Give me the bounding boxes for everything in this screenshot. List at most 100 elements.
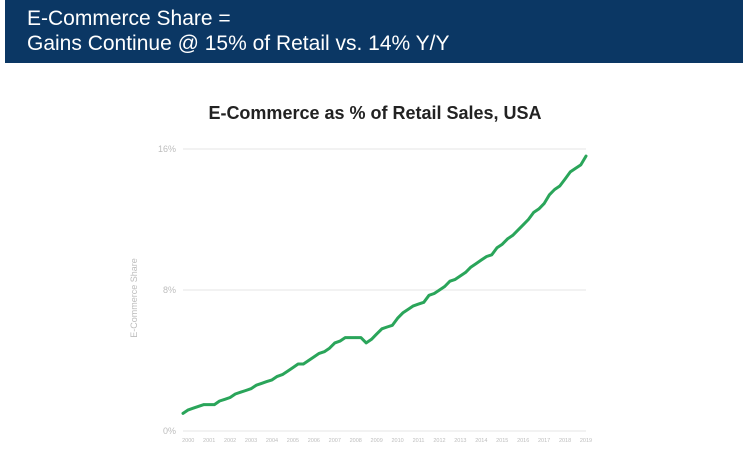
data-point <box>464 271 467 274</box>
data-point <box>307 359 310 362</box>
x-tick-label: 2013 <box>454 438 466 444</box>
data-point <box>338 339 342 343</box>
data-point <box>516 228 520 232</box>
data-point <box>438 288 441 292</box>
data-point <box>317 352 321 355</box>
x-tick-label: 2006 <box>308 438 320 444</box>
x-axis-ticks: 2000 2001 2002 2003 2004 2005 2006 2007 2008 2009… <box>182 438 592 444</box>
data-point <box>281 373 284 376</box>
data-point <box>234 392 237 396</box>
x-tick-label: 2015 <box>496 438 508 444</box>
data-point <box>391 324 394 327</box>
data-point <box>354 336 357 339</box>
data-point <box>563 177 567 181</box>
data-point <box>485 255 488 258</box>
x-tick-label: 2011 <box>413 438 425 444</box>
data-point <box>265 380 268 383</box>
data-point <box>527 218 530 221</box>
data-point <box>364 341 368 345</box>
data-point <box>417 302 420 306</box>
data-point <box>312 355 316 359</box>
data-point <box>187 408 190 412</box>
data-point <box>291 366 295 369</box>
x-tick-label: 2012 <box>433 438 445 444</box>
x-tick-label: 2005 <box>287 438 299 444</box>
data-point <box>349 336 352 339</box>
data-point <box>359 336 363 339</box>
data-point <box>553 188 556 191</box>
data-point <box>521 223 525 226</box>
y-axis-label: E-Commerce Share <box>129 258 139 338</box>
data-point <box>433 292 436 295</box>
x-tick-label: 2007 <box>329 438 341 444</box>
x-tick-label: 2000 <box>182 438 194 444</box>
data-point <box>228 396 232 399</box>
y-tick-label: 16% <box>158 144 176 154</box>
data-point <box>223 398 227 401</box>
x-tick-label: 2016 <box>517 438 529 444</box>
data-point <box>453 278 457 281</box>
data-point <box>218 399 221 403</box>
data-point <box>380 327 384 330</box>
x-tick-label: 2002 <box>224 438 236 444</box>
x-tick-label: 2014 <box>475 438 487 444</box>
data-point <box>490 253 493 256</box>
data-point <box>239 391 242 394</box>
data-point <box>537 207 541 211</box>
chart-title: E-Commerce as % of Retail Sales, USA <box>208 103 542 123</box>
header-banner: E-Commerce Share = Gains Continue @ 15% … <box>5 0 743 63</box>
data-point <box>197 405 200 408</box>
data-point <box>192 406 195 410</box>
x-tick-label: 2004 <box>266 438 278 444</box>
data-point <box>244 389 248 392</box>
header-line-1: E-Commerce Share = <box>27 7 231 30</box>
data-point <box>480 258 483 262</box>
data-point <box>181 412 185 415</box>
data-point <box>584 154 588 158</box>
data-point <box>506 237 509 241</box>
data-point <box>548 193 551 197</box>
data-point <box>443 285 446 288</box>
data-point <box>474 262 478 265</box>
data-point <box>270 378 274 382</box>
data-point <box>328 346 331 350</box>
x-tick-label: 2019 <box>580 438 592 444</box>
data-point <box>375 332 378 336</box>
data-point <box>323 350 326 353</box>
data-point <box>427 294 431 297</box>
data-point <box>401 311 405 315</box>
x-tick-label: 2018 <box>559 438 571 444</box>
data-point <box>385 325 389 329</box>
data-point <box>213 403 216 406</box>
y-tick-label: 8% <box>163 285 176 295</box>
data-point <box>202 403 206 406</box>
data-point <box>459 274 462 278</box>
x-tick-label: 2017 <box>538 438 550 444</box>
data-point <box>276 375 279 378</box>
data-point <box>574 167 577 170</box>
data-point <box>406 308 410 311</box>
data-point <box>579 163 582 167</box>
y-tick-label: 0% <box>163 426 176 436</box>
data-point <box>396 317 399 320</box>
data-point <box>333 341 336 345</box>
data-point <box>302 362 305 366</box>
y-axis-ticks: 0% 8% 16% <box>158 144 176 436</box>
x-tick-label: 2008 <box>350 438 362 444</box>
data-point <box>501 242 504 246</box>
data-point <box>370 338 373 341</box>
data-point <box>207 403 211 406</box>
data-point <box>286 369 289 373</box>
data-point <box>511 234 514 237</box>
data-point <box>296 362 300 366</box>
data-point <box>344 336 347 339</box>
x-tick-label: 2003 <box>245 438 257 444</box>
data-point <box>412 304 415 308</box>
data-point <box>542 202 546 205</box>
x-tick-label: 2009 <box>371 438 383 444</box>
data-point <box>249 387 253 390</box>
data-point <box>495 246 499 249</box>
data-point <box>569 170 572 174</box>
header-line-2: Gains Continue @ 15% of Retail vs. 14% Y… <box>27 32 450 55</box>
data-point <box>448 279 452 283</box>
